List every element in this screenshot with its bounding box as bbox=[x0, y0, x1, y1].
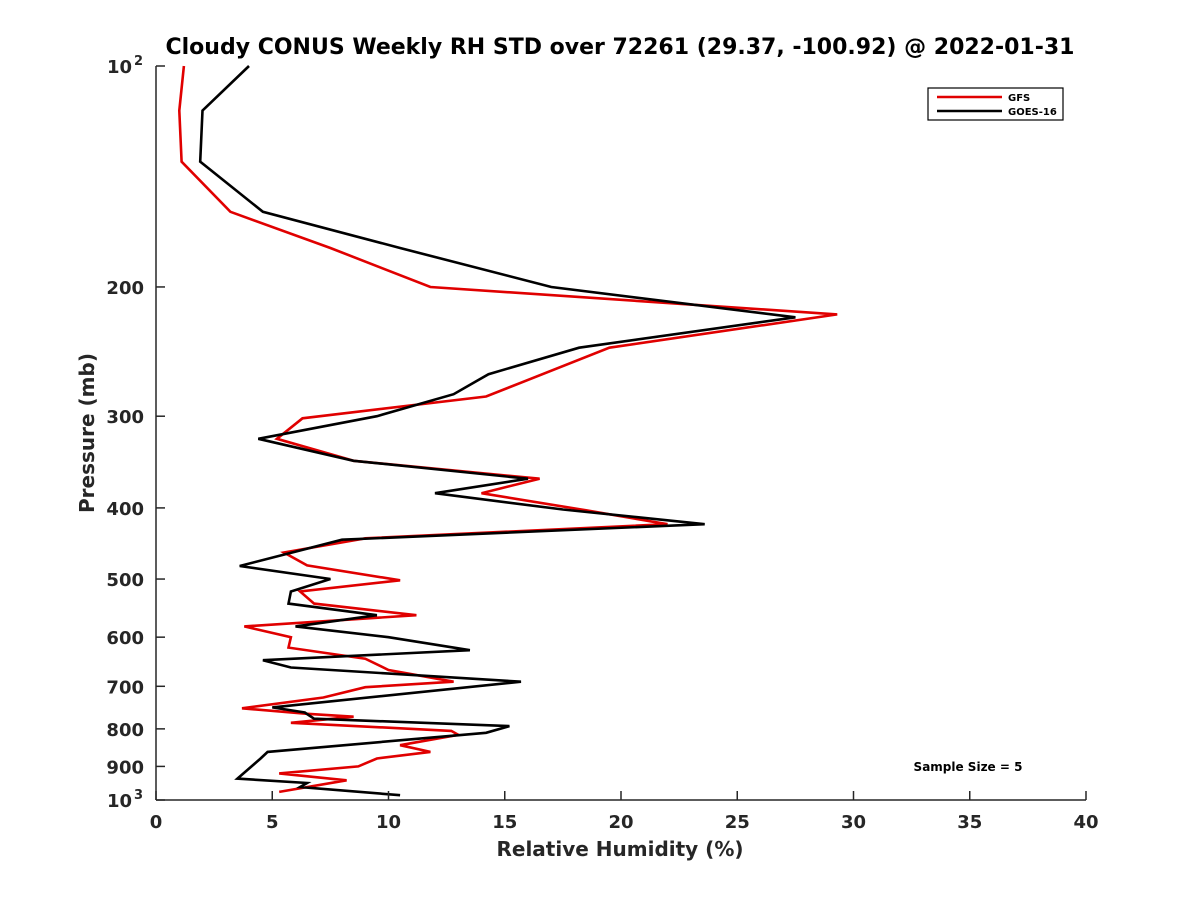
legend-box bbox=[927, 87, 1064, 121]
x-axis-label: Relative Humidity (%) bbox=[496, 837, 743, 861]
y-tick-label: 300 bbox=[106, 407, 144, 428]
x-tick-label: 25 bbox=[725, 812, 750, 833]
x-tick-label: 20 bbox=[608, 812, 633, 833]
y-tick-label: 800 bbox=[106, 720, 144, 741]
x-axis-ticks: 0 5 10 15 20 25 30 35 40 bbox=[150, 791, 1099, 833]
legend: GFS GOES-16 bbox=[927, 87, 1064, 121]
plot-area bbox=[177, 65, 838, 797]
y-tick-label: 10 bbox=[107, 57, 132, 78]
y-tick-label: 900 bbox=[106, 757, 144, 778]
x-tick-label: 15 bbox=[492, 812, 517, 833]
chart-title: Cloudy CONUS Weekly RH STD over 72261 (2… bbox=[166, 35, 1075, 60]
x-tick-label: 40 bbox=[1073, 812, 1098, 833]
y-tick-label: 10 bbox=[107, 791, 132, 812]
y-tick-label: 200 bbox=[106, 278, 144, 299]
y-tick-label: 400 bbox=[106, 499, 144, 520]
sample-size-annotation: Sample Size = 5 bbox=[914, 760, 1023, 774]
y-axis-label: Pressure (mb) bbox=[75, 353, 99, 513]
y-tick-label: 700 bbox=[106, 677, 144, 698]
y-tick-label: 600 bbox=[106, 628, 144, 649]
legend-label-gfs: GFS bbox=[1008, 93, 1030, 104]
y-tick-label: 500 bbox=[106, 570, 144, 591]
legend-label-goes16: GOES-16 bbox=[1008, 107, 1057, 118]
y-tick-exponent: 3 bbox=[134, 788, 143, 803]
x-tick-label: 5 bbox=[266, 812, 279, 833]
series-line-goes16 bbox=[198, 65, 796, 797]
x-tick-label: 30 bbox=[841, 812, 866, 833]
x-tick-label: 10 bbox=[376, 812, 401, 833]
x-tick-label: 0 bbox=[150, 812, 163, 833]
x-tick-label: 35 bbox=[957, 812, 982, 833]
y-tick-exponent: 2 bbox=[134, 54, 143, 69]
